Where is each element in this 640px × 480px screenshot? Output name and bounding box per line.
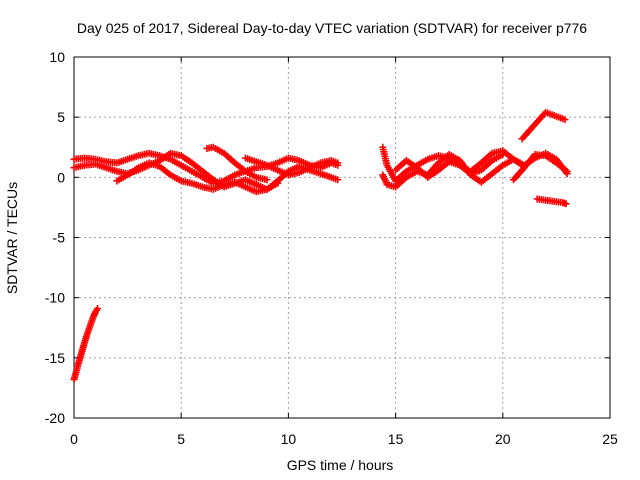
x-tick-label: 20 <box>495 431 511 447</box>
y-tick-label: 0 <box>57 169 65 185</box>
y-tick-label: 5 <box>57 109 65 125</box>
y-tick-label: -10 <box>45 290 65 306</box>
data-point-marker <box>334 159 342 167</box>
x-axis-label: GPS time / hours <box>287 457 394 473</box>
data-point-marker <box>274 179 282 187</box>
data-point-marker <box>499 150 507 158</box>
data-point-marker <box>562 200 570 208</box>
data-points <box>70 108 571 383</box>
y-axis-label: SDTVAR / TECUs <box>4 182 20 294</box>
y-tick-label: -5 <box>53 230 66 246</box>
y-tick-label: 10 <box>49 49 65 65</box>
x-tick-label: 10 <box>281 431 297 447</box>
x-tick-label: 5 <box>177 431 185 447</box>
data-point-marker <box>334 176 342 184</box>
x-tick-label: 15 <box>388 431 404 447</box>
data-point-marker <box>94 304 102 312</box>
x-tick-label: 25 <box>602 431 618 447</box>
grid <box>74 57 610 418</box>
x-tick-label: 0 <box>70 431 78 447</box>
data-point-marker <box>561 116 569 124</box>
data-point-marker <box>263 176 271 184</box>
y-tick-label: -20 <box>45 410 65 426</box>
y-tick-label: -15 <box>45 350 65 366</box>
data-point-marker <box>563 167 571 175</box>
chart-title: Day 025 of 2017, Sidereal Day-to-day VTE… <box>77 20 587 36</box>
axis-ticks: 0 5 10 15 20 25 -20 -15 -10 -5 0 5 10 <box>45 49 618 447</box>
